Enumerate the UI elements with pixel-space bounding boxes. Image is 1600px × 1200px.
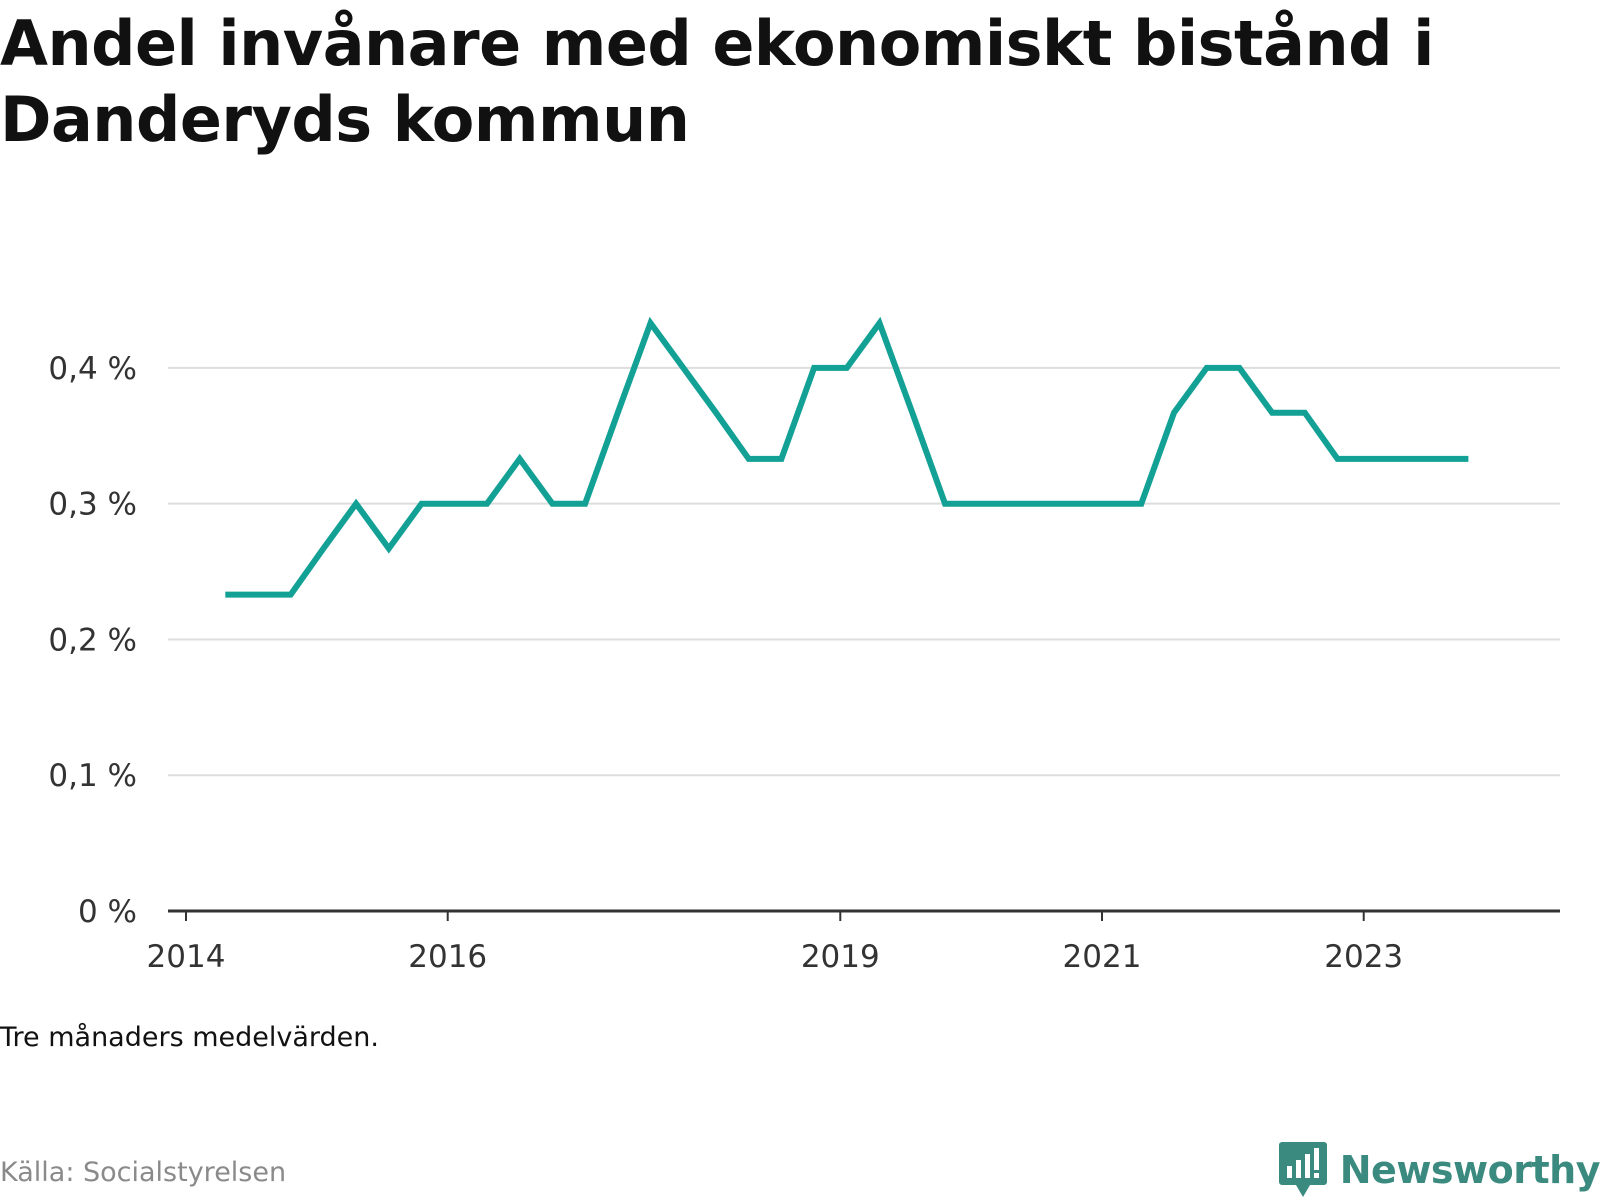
x-axis bbox=[168, 909, 1560, 921]
brand-name: Newsworthy bbox=[1339, 1148, 1600, 1192]
y-axis-tick-labels: 0 % 0,1 % 0,2 % 0,3 % 0,4 % bbox=[48, 351, 137, 930]
gridlines bbox=[168, 366, 1560, 777]
x-tick-label: 2016 bbox=[408, 939, 487, 975]
y-tick-label: 0,2 % bbox=[48, 622, 137, 658]
bar-chart-badge-icon bbox=[1278, 1142, 1327, 1197]
newsworthy-logo: Newsworthy bbox=[1278, 1140, 1600, 1200]
y-tick-label: 0 % bbox=[78, 894, 137, 930]
x-tick-label: 2023 bbox=[1324, 939, 1403, 975]
chart-note: Tre månaders medelvärden. bbox=[0, 1022, 379, 1053]
chart-title: Andel invånare med ekonomiskt bistånd i … bbox=[0, 7, 1434, 156]
x-tick-label: 2021 bbox=[1063, 939, 1142, 975]
line-chart: 0 % 0,1 % 0,2 % 0,3 % 0,4 % 2014 2016 2019 2021… bbox=[48, 316, 1560, 975]
x-axis-tick-labels: 2014 2016 2019 2021 2023 bbox=[147, 939, 1404, 975]
x-tick-label: 2014 bbox=[147, 939, 226, 975]
series-layer bbox=[225, 316, 1469, 598]
source-credit: Källa: Socialstyrelsen bbox=[0, 1157, 287, 1188]
x-tick-label: 2019 bbox=[801, 939, 880, 975]
y-tick-label: 0,4 % bbox=[48, 351, 137, 387]
y-tick-label: 0,1 % bbox=[48, 758, 137, 794]
series-line bbox=[225, 316, 1469, 598]
y-tick-label: 0,3 % bbox=[48, 487, 137, 523]
